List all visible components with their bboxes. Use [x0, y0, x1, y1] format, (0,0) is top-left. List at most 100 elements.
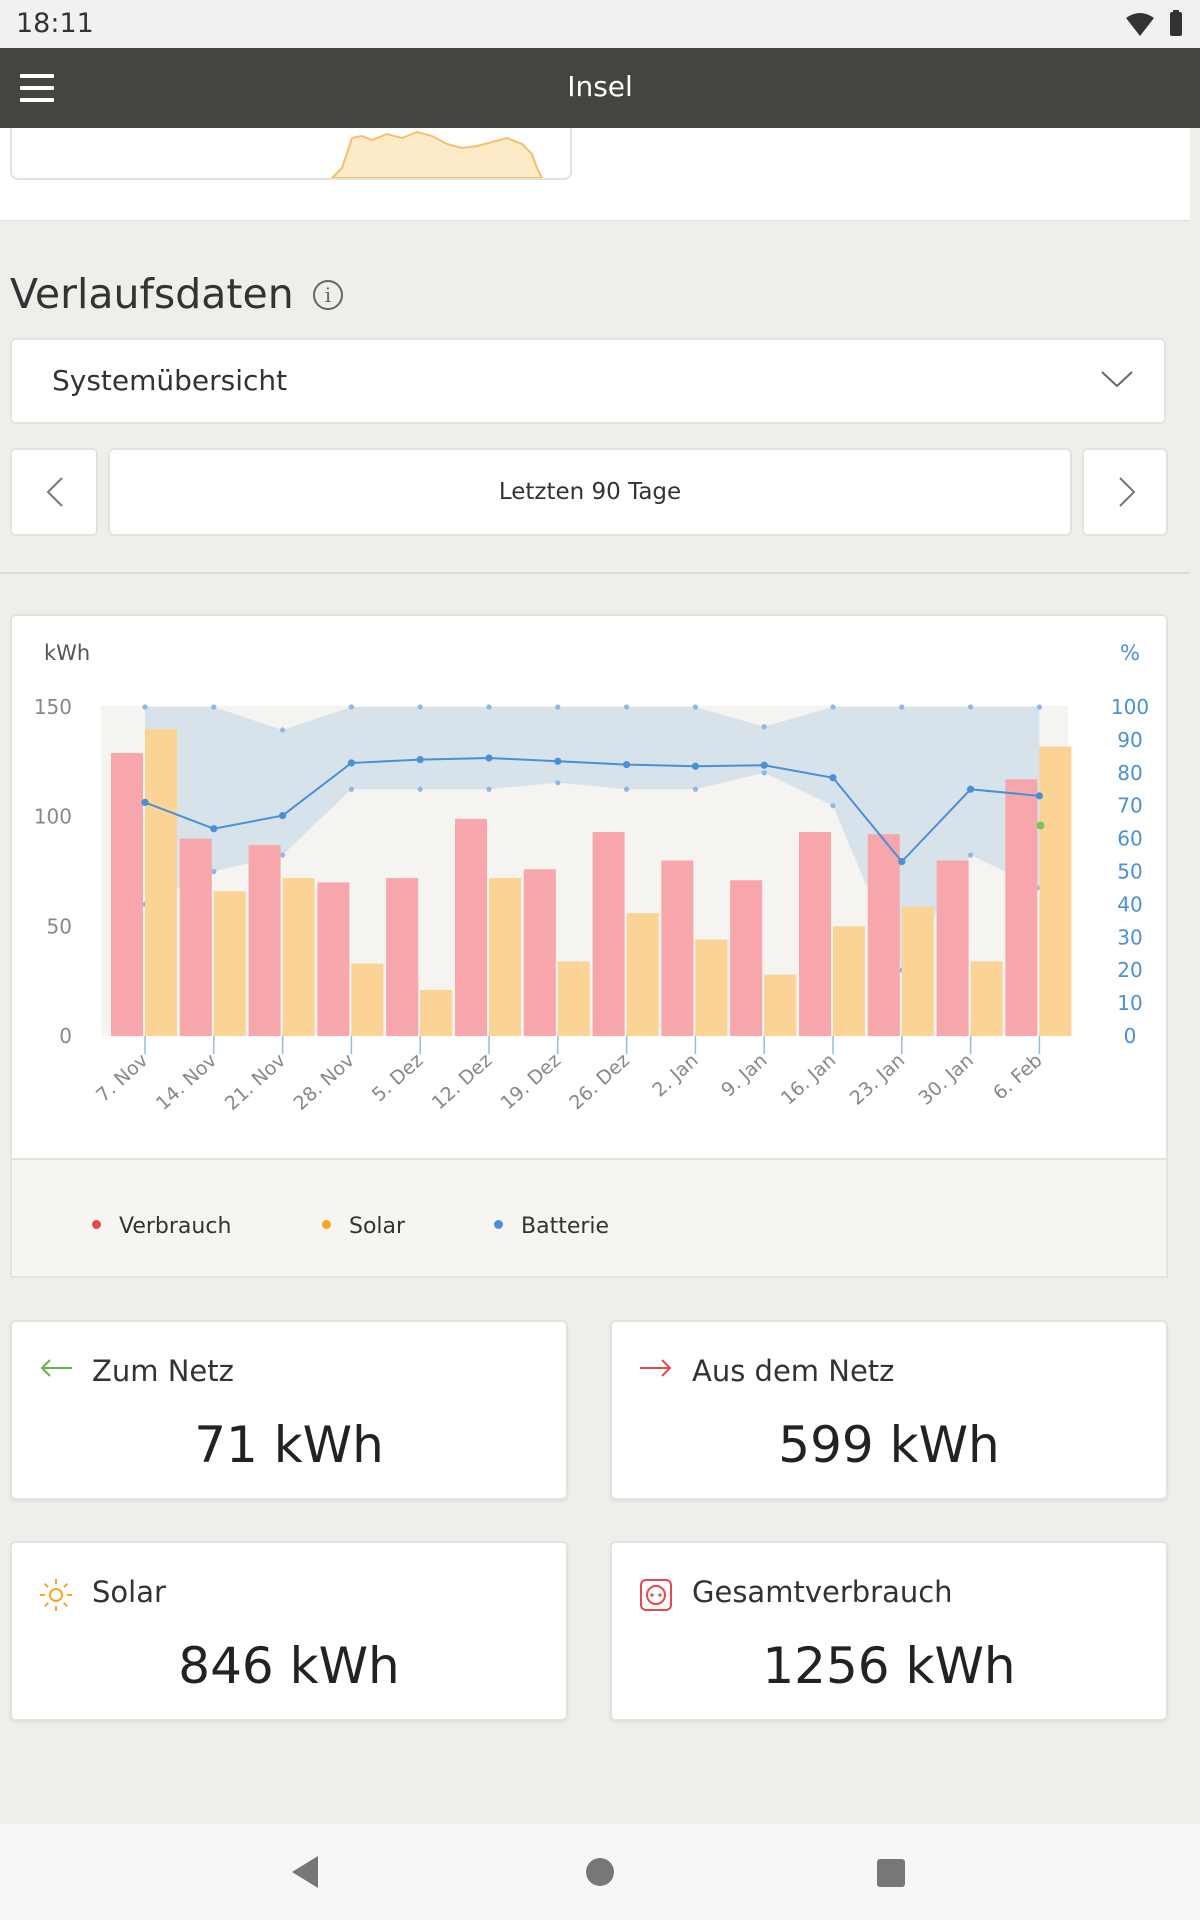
- period-label[interactable]: Letzten 90 Tage: [108, 448, 1072, 536]
- battery-min-point: [555, 780, 561, 786]
- battery-point: [416, 756, 424, 764]
- sun-icon: [40, 1579, 72, 1611]
- battery-min-point: [692, 786, 699, 792]
- stat-card-solar: Solar 846 kWh: [10, 1541, 568, 1721]
- battery-line-group: [141, 754, 1045, 866]
- right-tick-label: 90: [1117, 728, 1142, 752]
- x-tick-label: 2. Jan: [648, 1049, 702, 1101]
- overview-select[interactable]: Systemübersicht: [10, 338, 1166, 424]
- stat-label: Zum Netz: [92, 1354, 234, 1388]
- bar-solar: [833, 926, 865, 1036]
- prev-period-button[interactable]: [10, 448, 98, 536]
- current-soc-point: [1036, 821, 1045, 830]
- x-tick-label: 7. Nov: [92, 1049, 152, 1106]
- chevron-down-icon: [1100, 362, 1134, 400]
- battery-max-point: [280, 727, 286, 733]
- bar-verbrauch: [661, 860, 694, 1036]
- arrow-left-icon: [40, 1359, 72, 1377]
- battery-point: [141, 798, 149, 807]
- x-tick-label: 9. Jan: [717, 1049, 771, 1101]
- bar-verbrauch: [111, 753, 143, 1036]
- right-tick-label: 70: [1117, 794, 1142, 818]
- battery-max-point: [624, 704, 630, 710]
- battery-point: [485, 754, 493, 762]
- battery-min-point: [211, 868, 217, 875]
- right-tick-label: 80: [1117, 761, 1142, 785]
- battery-min-point: [624, 786, 630, 792]
- legend-solar[interactable]: Solar: [322, 1214, 405, 1239]
- section-title: Verlaufsdaten: [10, 270, 294, 318]
- legend-verbrauch[interactable]: Verbrauch: [92, 1214, 231, 1239]
- chevron-right-icon: [1119, 477, 1136, 507]
- x-tick-label: 23. Jan: [846, 1049, 909, 1109]
- stat-value: 71 kWh: [194, 1416, 384, 1474]
- bar-solar: [282, 878, 315, 1036]
- bar-solar: [489, 878, 521, 1036]
- home-icon[interactable]: [584, 1856, 616, 1888]
- battery-min-point: [486, 786, 492, 792]
- battery-min-point: [830, 803, 836, 809]
- bar-verbrauch: [455, 818, 487, 1036]
- battery-max-point: [1036, 704, 1042, 710]
- battery-point: [1035, 792, 1043, 800]
- back-icon[interactable]: [290, 1854, 320, 1890]
- stat-card-aus-dem-netz: Aus dem Netz 599 kWh: [610, 1320, 1168, 1500]
- bar-verbrauch: [1005, 779, 1038, 1036]
- recents-icon[interactable]: [876, 1858, 906, 1888]
- x-tick-label: 21. Nov: [221, 1049, 290, 1114]
- battery-point: [554, 757, 562, 765]
- stat-value: 1256 kWh: [762, 1637, 1016, 1695]
- x-tick-label: 19. Dez: [497, 1049, 566, 1114]
- system-nav-bar: [0, 1824, 1200, 1920]
- bar-solar: [1039, 746, 1072, 1036]
- stat-card-zum-netz: Zum Netz 71 kWh: [10, 1320, 568, 1500]
- x-tick-label: 16. Jan: [777, 1049, 840, 1109]
- x-tick-label: 28. Nov: [290, 1049, 359, 1114]
- right-tick-label: 60: [1117, 827, 1142, 851]
- battery-range-band: [142, 704, 1042, 973]
- history-chart[interactable]: kWh % 15010050010090807060504030201007. …: [12, 616, 1168, 1158]
- x-tick-label: 14. Nov: [152, 1049, 221, 1114]
- bar-solar: [764, 974, 797, 1036]
- battery-min-point: [761, 770, 767, 776]
- app-title: Insel: [567, 70, 633, 103]
- bar-solar: [901, 906, 934, 1036]
- history-chart-card: kWh % 150 100 50 0 100 90 80 70 60 50 40 30 20 10 0 7. …: [10, 614, 1168, 1278]
- status-bar: 18:11: [0, 0, 1200, 48]
- stat-label: Aus dem Netz: [692, 1354, 895, 1388]
- bar-solar: [420, 989, 453, 1036]
- next-period-button[interactable]: [1082, 448, 1168, 536]
- bars-group: [111, 728, 1072, 1036]
- chevron-left-icon: [46, 477, 63, 507]
- battery-max-point: [899, 704, 905, 710]
- bar-verbrauch: [248, 845, 281, 1036]
- battery-max-point: [486, 704, 492, 710]
- bar-verbrauch: [867, 834, 900, 1036]
- bar-verbrauch: [592, 832, 625, 1036]
- battery-min-point: [280, 852, 286, 858]
- battery-max-point: [830, 704, 836, 710]
- bar-verbrauch: [799, 832, 831, 1036]
- right-tick-label: 0: [1124, 1024, 1137, 1048]
- right-tick-label: 50: [1117, 860, 1142, 884]
- stat-value: 599 kWh: [778, 1416, 1000, 1474]
- stat-card-gesamtverbrauch: Gesamtverbrauch 1256 kWh: [610, 1541, 1168, 1721]
- wifi-battery-icons: [1126, 10, 1182, 36]
- battery-point: [347, 759, 355, 767]
- battery-max-point: [968, 704, 974, 710]
- legend-batterie[interactable]: Batterie: [494, 1214, 609, 1239]
- x-tick-label: 6. Feb: [989, 1049, 1047, 1104]
- battery-min-point: [968, 852, 974, 858]
- battery-point: [623, 760, 631, 769]
- bar-verbrauch: [317, 882, 350, 1036]
- bar-solar: [351, 963, 384, 1036]
- info-icon[interactable]: i: [313, 280, 343, 310]
- right-tick-label: 30: [1117, 925, 1142, 949]
- menu-icon[interactable]: [20, 74, 54, 102]
- arrow-right-icon: [640, 1359, 672, 1377]
- battery-max-point: [761, 724, 767, 730]
- battery-max-point: [417, 704, 423, 710]
- right-tick-label: 10: [1117, 991, 1142, 1015]
- left-tick-label: 0: [59, 1024, 72, 1048]
- bar-solar: [145, 728, 177, 1036]
